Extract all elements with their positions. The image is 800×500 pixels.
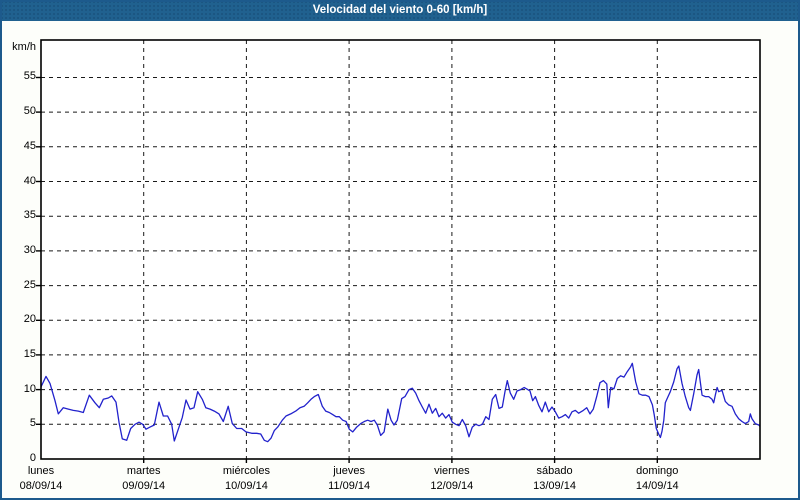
x-tick-date: 09/09/14 <box>122 480 166 492</box>
x-tick-label: jueves 11/09/14 <box>299 464 399 494</box>
x-tick-date: 14/09/14 <box>635 480 679 492</box>
x-tick-day-name: domingo <box>636 465 679 477</box>
x-tick-date: 11/09/14 <box>328 480 371 492</box>
x-tick-date: 13/09/14 <box>533 480 576 492</box>
x-tick-day-name: viernes <box>434 465 470 477</box>
y-tick-label: 40 <box>23 174 36 187</box>
x-tick-date: 08/09/14 <box>19 480 63 492</box>
y-tick-label: 25 <box>23 278 36 291</box>
y-axis-unit-label: km/h <box>12 41 36 53</box>
x-tick-day-name: miércoles <box>222 465 270 477</box>
y-tick-label: 15 <box>23 347 36 360</box>
x-tick-day-name: jueves <box>333 465 366 477</box>
x-tick-label: domingo 14/09/14 <box>607 464 707 494</box>
x-tick-label: sábado 13/09/14 <box>505 464 605 494</box>
y-tick-label: 30 <box>23 243 36 256</box>
y-tick-label: 5 <box>29 417 36 430</box>
x-tick-label: lunes 08/09/14 <box>0 464 91 494</box>
x-tick-date: 10/09/14 <box>225 480 268 492</box>
chart-title: Velocidad del viento 0-60 [km/h] <box>312 4 488 16</box>
x-tick-day-name: martes <box>126 465 161 477</box>
y-tick-label: 20 <box>23 313 36 326</box>
title-bar: Velocidad del viento 0-60 [km/h] <box>0 0 800 21</box>
y-tick-label: 0 <box>29 452 36 464</box>
y-tick-label: 50 <box>23 105 36 118</box>
y-tick-label: 10 <box>23 382 36 395</box>
x-tick-day-name: lunes <box>27 465 55 477</box>
x-tick-date: 12/09/14 <box>430 480 474 492</box>
x-tick-label: viernes 12/09/14 <box>402 464 502 494</box>
y-tick-label: 35 <box>23 209 36 222</box>
x-tick-day-name: sábado <box>536 465 573 477</box>
y-tick-label: 45 <box>23 139 36 152</box>
x-tick-label: miércoles 10/09/14 <box>196 464 296 494</box>
y-tick-label: 55 <box>23 70 36 83</box>
x-tick-label: martes 09/09/14 <box>94 464 194 494</box>
